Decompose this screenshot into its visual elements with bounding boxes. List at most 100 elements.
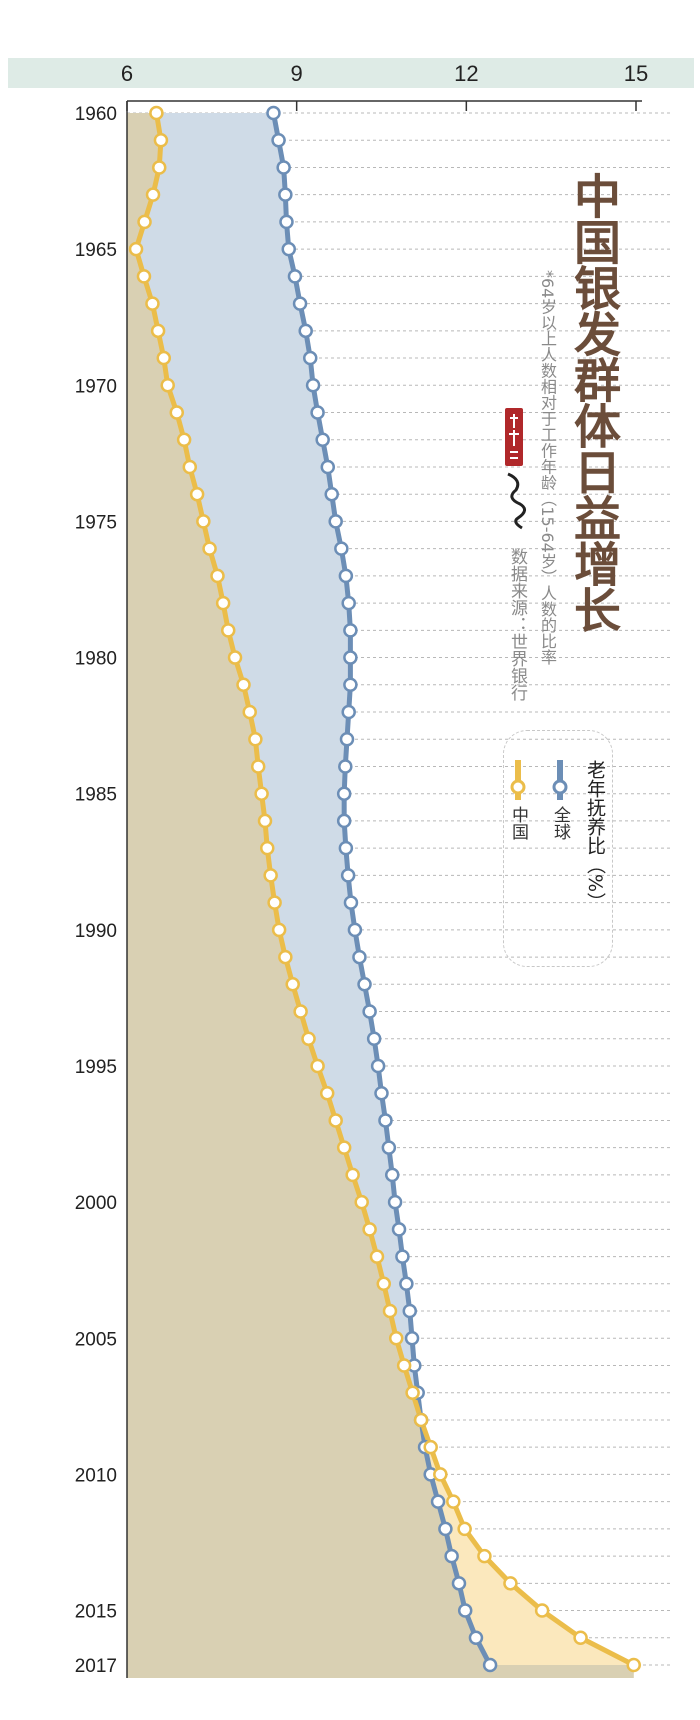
point-china — [153, 132, 169, 148]
point-china — [369, 1249, 385, 1264]
point-world — [444, 1548, 459, 1564]
point-world — [298, 323, 313, 339]
point-china — [267, 895, 282, 910]
legend-title: 老年抚养比（%） — [584, 760, 606, 912]
y-tick-label: 2017 — [75, 1656, 117, 1677]
brand-logo — [504, 408, 528, 530]
point-china — [202, 541, 217, 556]
point-world — [276, 160, 291, 175]
point-world — [338, 759, 353, 774]
point-world — [387, 1194, 403, 1210]
legend-world-swatch — [552, 760, 568, 800]
point-china — [169, 405, 185, 420]
point-china — [278, 949, 293, 965]
point-china — [319, 1085, 335, 1101]
point-world — [340, 868, 356, 883]
point-world — [395, 1249, 410, 1264]
point-china — [176, 432, 192, 447]
point-world — [370, 1058, 386, 1074]
point-china — [260, 840, 275, 856]
point-china — [160, 378, 175, 393]
point-china — [271, 922, 287, 938]
y-tick-label: 1985 — [75, 785, 117, 806]
point-china — [301, 1031, 316, 1047]
point-china — [215, 595, 231, 611]
point-china — [336, 1140, 352, 1155]
point-world — [320, 459, 336, 475]
area-china — [127, 113, 634, 1678]
point-china — [242, 704, 257, 720]
point-world — [328, 514, 343, 529]
point-china — [503, 1576, 518, 1591]
point-world — [336, 786, 352, 801]
point-world — [391, 1222, 407, 1237]
legend — [503, 730, 613, 967]
header-band — [8, 58, 694, 88]
point-world — [374, 1085, 389, 1101]
point-world — [341, 595, 356, 611]
point-china — [433, 1467, 448, 1482]
point-china — [254, 786, 269, 801]
point-china — [189, 486, 205, 502]
point-world — [343, 677, 358, 693]
point-china — [354, 1194, 369, 1210]
y-axis-ticks: 1960 1965 1970 1975 1980 1985 1990 1995 2000 2005… — [75, 104, 117, 1677]
y-tick-label: 1975 — [75, 512, 117, 533]
point-china — [210, 568, 225, 584]
point-china — [293, 1004, 308, 1019]
y-tick-label: 2000 — [75, 1193, 117, 1214]
brand-logo-icon — [505, 408, 526, 530]
point-china — [573, 1630, 588, 1646]
point-china — [250, 759, 266, 774]
y-tick-label: 1990 — [75, 921, 117, 942]
y-tick-label: 2010 — [75, 1465, 117, 1486]
x-tick-label: 9 — [291, 61, 303, 86]
point-china — [145, 296, 160, 311]
point-world — [338, 568, 354, 584]
point-world — [438, 1521, 453, 1537]
point-world — [334, 541, 349, 556]
point-china — [534, 1603, 550, 1618]
point-china — [145, 187, 161, 202]
point-world — [404, 1331, 420, 1346]
point-world — [336, 813, 352, 829]
point-china — [285, 977, 300, 992]
x-tick-label: 15 — [624, 61, 648, 86]
x-tick-label: 12 — [454, 61, 478, 86]
point-china — [156, 350, 172, 366]
point-world — [347, 922, 363, 938]
point-world — [281, 241, 296, 257]
y-tick-label: 1995 — [75, 1057, 117, 1078]
point-china — [345, 1167, 360, 1183]
point-world — [292, 296, 308, 311]
point-china — [413, 1412, 429, 1428]
point-world — [279, 214, 294, 230]
point-world — [357, 977, 372, 992]
point-world — [266, 105, 281, 121]
series-lines — [133, 112, 635, 1668]
point-china — [220, 623, 236, 638]
point-world — [305, 378, 321, 393]
chart-subtitle: *64岁以上人数相对于工作年龄（15-64岁）人数的比率 — [538, 270, 557, 665]
point-world — [343, 623, 358, 638]
point-world — [366, 1031, 382, 1047]
point-china — [388, 1331, 404, 1346]
point-china — [446, 1494, 461, 1509]
point-china — [405, 1385, 420, 1400]
point-world — [362, 1004, 377, 1019]
y-tick-label: 1965 — [75, 240, 117, 261]
series-points — [128, 105, 641, 1673]
point-world — [338, 840, 354, 856]
point-china — [396, 1358, 412, 1373]
point-world — [343, 895, 359, 910]
point-china — [362, 1222, 377, 1237]
point-world — [343, 650, 358, 665]
point-china — [150, 323, 166, 339]
y-tick-label: 2015 — [75, 1602, 117, 1623]
point-world — [315, 432, 330, 447]
point-china — [310, 1058, 325, 1074]
area-gap-world — [136, 113, 634, 1665]
point-china — [376, 1276, 392, 1292]
point-world — [287, 269, 303, 284]
